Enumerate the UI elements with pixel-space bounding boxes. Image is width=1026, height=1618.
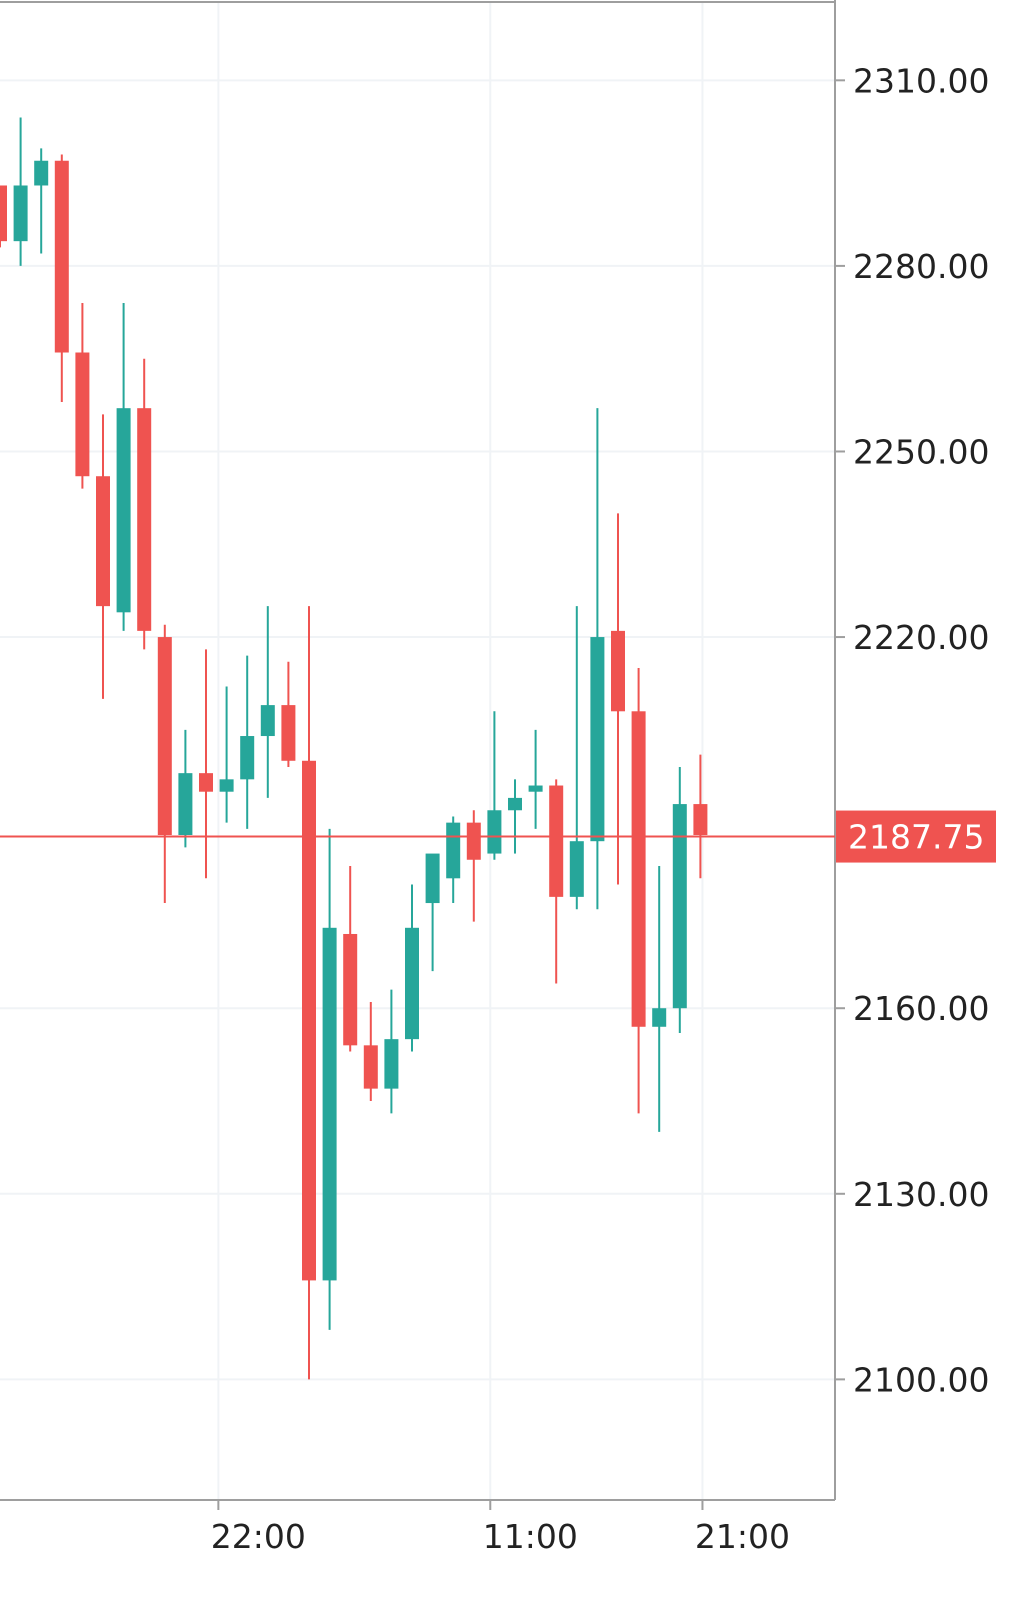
candle-body: [425, 853, 440, 904]
candle-body: [199, 773, 213, 792]
candle-body: [569, 841, 584, 897]
candle-up: [569, 606, 584, 910]
candle-up: [672, 766, 687, 1033]
candle-body: [466, 822, 481, 860]
y-tick-label: 2280.00: [853, 247, 989, 286]
candle-up: [508, 779, 522, 854]
candle-body: [96, 476, 110, 607]
candle-down: [611, 513, 625, 885]
candle-body: [590, 637, 605, 842]
candle-up: [260, 606, 275, 798]
candle-body: [405, 927, 419, 1040]
candle-body: [219, 779, 234, 792]
candle-up: [13, 117, 28, 266]
candle-down: [549, 779, 564, 984]
candle-up: [384, 989, 399, 1114]
candle-body: [487, 810, 502, 854]
candle-body: [528, 785, 543, 792]
candle-body: [0, 185, 7, 242]
last-price: 2187.75: [0, 810, 996, 863]
candle-down: [466, 810, 481, 922]
candle-up: [590, 408, 605, 910]
candle-body: [260, 705, 275, 737]
candle-up: [425, 853, 440, 972]
candle-body: [281, 705, 296, 761]
candle-body: [384, 1039, 399, 1089]
candle-up: [116, 303, 131, 631]
candle-down: [199, 649, 213, 879]
x-tick-label: 11:00: [483, 1517, 578, 1556]
candle-body: [446, 822, 461, 879]
candle-up: [178, 729, 193, 848]
candle-body: [13, 185, 28, 242]
candle-body: [549, 785, 564, 897]
candle-down: [137, 358, 152, 650]
candle-up: [34, 148, 49, 254]
candle-body: [672, 804, 687, 1009]
candle-down: [343, 865, 358, 1052]
y-tick-label: 2100.00: [853, 1360, 989, 1399]
candle-body: [302, 760, 316, 1281]
candle-up: [487, 711, 502, 860]
candle-down: [96, 414, 110, 699]
candle-down: [75, 303, 90, 489]
last-price-label: 2187.75: [848, 818, 984, 857]
y-tick-label: 2310.00: [853, 61, 989, 100]
axes: 2310.00 2280.00 2250.00 2220.00 2160.00 2130.…: [0, 0, 989, 1556]
candle-body: [75, 352, 90, 477]
candle-body: [116, 408, 131, 613]
candle-body: [34, 160, 49, 186]
candle-body: [693, 804, 708, 836]
x-tick-label: 22:00: [211, 1517, 306, 1556]
candle-down: [281, 661, 296, 767]
y-tick-label: 2130.00: [853, 1175, 989, 1214]
candle-body: [157, 637, 172, 836]
candle-down: [302, 606, 316, 1380]
candle-down: [157, 624, 172, 904]
candle-body: [178, 773, 193, 836]
x-tick-label: 21:00: [695, 1517, 790, 1556]
candle-body: [137, 408, 152, 631]
candles: [0, 117, 708, 1380]
grid: [0, 3, 835, 1500]
y-tick-label: 2160.00: [853, 989, 989, 1028]
candle-body: [322, 927, 337, 1281]
candle-up: [446, 816, 461, 904]
candle-down: [631, 667, 646, 1114]
candle-body: [652, 1008, 667, 1027]
candle-body: [343, 933, 358, 1046]
candle-up: [219, 686, 234, 823]
y-tick-label: 2220.00: [853, 618, 989, 657]
y-tick-label: 2250.00: [853, 432, 989, 471]
candle-up: [652, 865, 667, 1132]
last-price-badge: [836, 810, 996, 863]
candle-up: [322, 828, 337, 1330]
candle-down: [54, 154, 69, 402]
candle-down: [0, 185, 7, 248]
candle-down: [693, 754, 708, 879]
candle-up: [240, 655, 255, 829]
candle-body: [611, 630, 625, 712]
candle-body: [508, 797, 522, 811]
candle-body: [54, 160, 69, 353]
candle-body: [363, 1045, 378, 1089]
candle-body: [631, 711, 646, 1027]
candle-up: [528, 729, 543, 829]
candle-body: [240, 736, 255, 780]
candle-up: [405, 884, 419, 1052]
candle-down: [363, 1002, 378, 1102]
